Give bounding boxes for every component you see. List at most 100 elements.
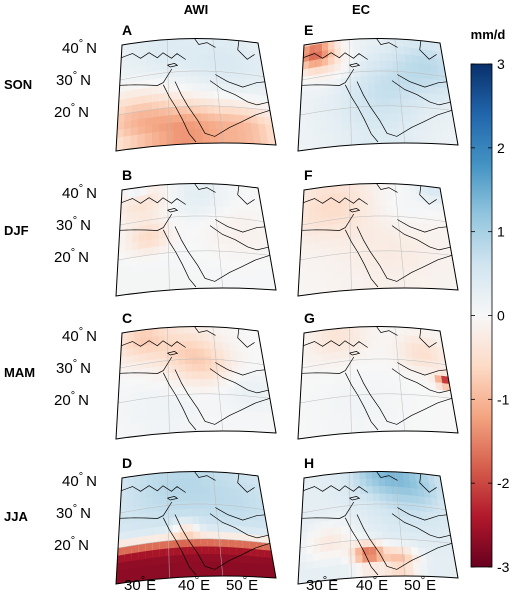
- parallel-line: [299, 105, 452, 116]
- parallel-line: [299, 393, 452, 404]
- map-panel-b: B: [115, 167, 277, 297]
- map-panel-h: H: [297, 455, 459, 585]
- coastline: [167, 63, 179, 68]
- longitude-label: 40°E: [356, 575, 388, 594]
- season-label-mam: MAM: [4, 365, 35, 380]
- colorbar-tick-label: -2: [497, 475, 510, 491]
- precip-field: [298, 183, 458, 296]
- meridian-line: [166, 471, 170, 584]
- coastline: [121, 340, 186, 348]
- season-label-son: SON: [4, 77, 32, 92]
- longitude-label: 30°E: [124, 575, 156, 594]
- coastline: [301, 213, 355, 231]
- colorbar: mm/d 3 2 1 0 -1 -2 -3: [470, 27, 510, 575]
- panel-label-b: B: [122, 167, 132, 183]
- coastline: [356, 514, 453, 570]
- precip-field: [116, 471, 276, 584]
- coastline: [374, 326, 398, 336]
- coastline: [391, 225, 451, 251]
- coastline: [121, 197, 186, 205]
- latitude-labels: 40° N 30° N 20° N 40° N 30° N 20° N 40° N 30° N 20° N 40° N…: [54, 38, 97, 554]
- meridian-line: [348, 183, 352, 296]
- coastline: [374, 183, 398, 193]
- map-frame: [115, 182, 277, 297]
- parallel-line: [119, 358, 264, 369]
- coastline: [397, 74, 447, 88]
- coastline: [344, 229, 379, 288]
- coastline: [397, 219, 447, 233]
- coastline: [303, 52, 368, 60]
- map-frame: [297, 325, 459, 440]
- coastline: [174, 369, 271, 425]
- coastline: [374, 38, 398, 48]
- coastline: [121, 485, 186, 493]
- coastline: [303, 340, 368, 348]
- coastline: [344, 517, 379, 576]
- season-label-jja: JJA: [4, 509, 28, 524]
- coastline: [121, 52, 186, 60]
- coastline: [397, 507, 447, 521]
- meridian-line: [211, 471, 224, 584]
- map-frame: [297, 182, 459, 297]
- coastline: [419, 184, 437, 205]
- coastline: [174, 514, 271, 570]
- map-panel-a: A: [115, 22, 277, 152]
- longitude-label: 30°E: [306, 575, 338, 594]
- longitude-label: 50°E: [404, 575, 436, 594]
- panel-label-h: H: [304, 455, 314, 471]
- meridian-line: [393, 471, 406, 584]
- latitude-label: 40° N: [62, 326, 97, 345]
- coastline: [162, 517, 197, 576]
- colorbar-tick-label: 3: [497, 56, 505, 72]
- parallel-line: [301, 358, 446, 369]
- colorbar-tick-label: 1: [497, 224, 505, 240]
- coastline: [192, 183, 216, 193]
- coastline: [215, 507, 265, 521]
- coastline: [209, 513, 269, 539]
- meridian-line: [348, 326, 352, 439]
- map-panel-c: C: [115, 310, 277, 440]
- panel-label-g: G: [304, 310, 315, 326]
- coastline: [391, 80, 451, 106]
- precip-field: [116, 326, 276, 439]
- map-panels: A E B F C G D H: [115, 22, 459, 585]
- coastline: [391, 368, 451, 394]
- coastline: [119, 501, 173, 519]
- coastline: [419, 327, 437, 348]
- latitude-label: 30° N: [56, 215, 91, 234]
- meridian-line: [348, 471, 352, 584]
- map-panel-f: F: [297, 167, 459, 297]
- map-frame: [297, 470, 459, 585]
- coastline: [344, 84, 379, 143]
- parallel-line: [301, 215, 446, 226]
- panel-label-e: E: [304, 22, 313, 38]
- latitude-label: 40° N: [62, 38, 97, 57]
- season-label-djf: DJF: [4, 223, 29, 238]
- coastline: [174, 81, 271, 137]
- coastline: [167, 496, 179, 501]
- meridian-line: [393, 183, 406, 296]
- parallel-line: [117, 250, 270, 261]
- coastline: [349, 351, 361, 356]
- latitude-label: 20° N: [54, 390, 89, 409]
- coastline: [301, 68, 355, 86]
- coastline: [374, 471, 398, 481]
- parallel-line: [119, 70, 264, 81]
- coastline: [215, 74, 265, 88]
- coastline: [192, 38, 216, 48]
- parallel-line: [117, 105, 270, 116]
- coastline: [419, 39, 437, 60]
- meridian-line: [166, 183, 170, 296]
- colorbar-tick-label: -1: [497, 391, 510, 407]
- latitude-label: 40° N: [62, 183, 97, 202]
- meridian-line: [211, 38, 224, 151]
- meridian-line: [166, 326, 170, 439]
- parallel-line: [119, 215, 264, 226]
- coastline: [119, 68, 173, 86]
- longitude-labels: 30°E 40°E 50°E 30°E 40°E 50°E: [124, 575, 436, 594]
- meridian-line: [393, 38, 406, 151]
- colorbar-tick-label: 2: [497, 140, 505, 156]
- coastline: [356, 369, 453, 425]
- coastline: [419, 472, 437, 493]
